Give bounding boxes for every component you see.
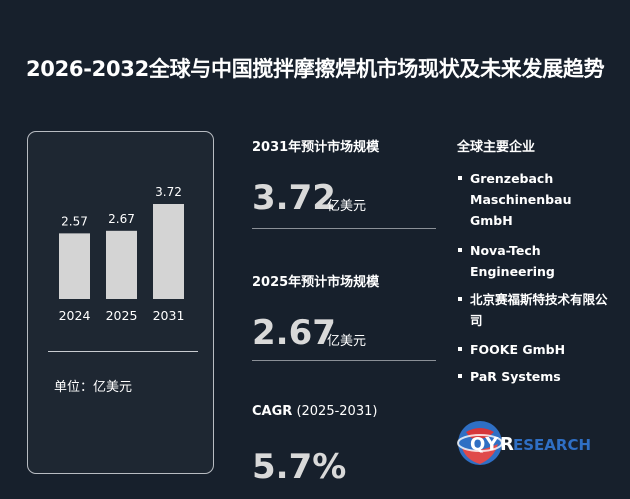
- cagr-title: CAGR: [252, 404, 293, 419]
- chart-card: 2.57 2024 2.67 2025 3.72 2031 单位：亿美元: [27, 131, 214, 474]
- bullet-icon: [458, 248, 462, 252]
- company-item: FOOKE GmbH: [458, 339, 618, 360]
- bullet-icon: [458, 347, 462, 351]
- globe-icon: [457, 421, 503, 465]
- company-item: Nova-Tech Engineering: [458, 240, 618, 282]
- company-name: Grenzebach Maschinenbau GmbH: [470, 171, 572, 228]
- bullet-icon: [458, 297, 462, 301]
- company-item: Grenzebach Maschinenbau GmbH: [458, 168, 618, 231]
- companies-title: 全球主要企业: [457, 140, 536, 155]
- bar-2031: [153, 204, 184, 299]
- bar-chart: 2.57 2024 2.67 2025 3.72 2031: [59, 185, 185, 323]
- category-label-2025: 2025: [106, 308, 138, 323]
- metric-2025-label: 2025年预计市场规模: [252, 275, 380, 290]
- metric-2031-label: 2031年预计市场规模: [252, 140, 380, 155]
- company-name: Nova-Tech Engineering: [470, 243, 555, 279]
- company-name: 北京赛福斯特技术有限公司: [470, 292, 608, 328]
- logo-text-research: ESEARCH: [513, 436, 591, 454]
- company-item: 北京赛福斯特技术有限公司: [458, 289, 618, 331]
- cagr-label: CAGR (2025-2031): [252, 404, 377, 419]
- unit-label: 单位：亿美元: [54, 380, 133, 395]
- bullet-icon: [458, 176, 462, 180]
- metric-2031-unit: 亿美元: [327, 199, 367, 214]
- metric-divider: [252, 360, 436, 361]
- data-label-2025: 2.67: [108, 212, 135, 226]
- metric-2025-value: 2.67: [252, 313, 336, 353]
- bar-2025: [106, 230, 137, 299]
- metric-2025-unit: 亿美元: [327, 334, 367, 349]
- metric-divider: [252, 228, 436, 229]
- qyresearch-logo: QY R ESEARCH: [457, 421, 591, 465]
- bar-2024: [59, 233, 90, 299]
- chart-divider: [48, 351, 198, 352]
- data-label-2024: 2.57: [61, 214, 88, 228]
- company-item: PaR Systems: [458, 366, 618, 387]
- metric-2031-value: 3.72: [252, 178, 336, 218]
- logo-text-r: R: [500, 434, 514, 455]
- page-title: 2026-2032全球与中国搅拌摩擦焊机市场现状及未来发展趋势: [26, 57, 605, 81]
- company-name: PaR Systems: [470, 369, 561, 384]
- cagr-value: 5.7%: [252, 447, 347, 487]
- bullet-icon: [458, 374, 462, 378]
- category-label-2031: 2031: [153, 308, 185, 323]
- cagr-period: (2025-2031): [296, 404, 378, 419]
- data-label-2031: 3.72: [155, 185, 182, 199]
- category-label-2024: 2024: [59, 308, 91, 323]
- company-name: FOOKE GmbH: [470, 342, 566, 357]
- logo-text-qy: QY: [470, 434, 499, 455]
